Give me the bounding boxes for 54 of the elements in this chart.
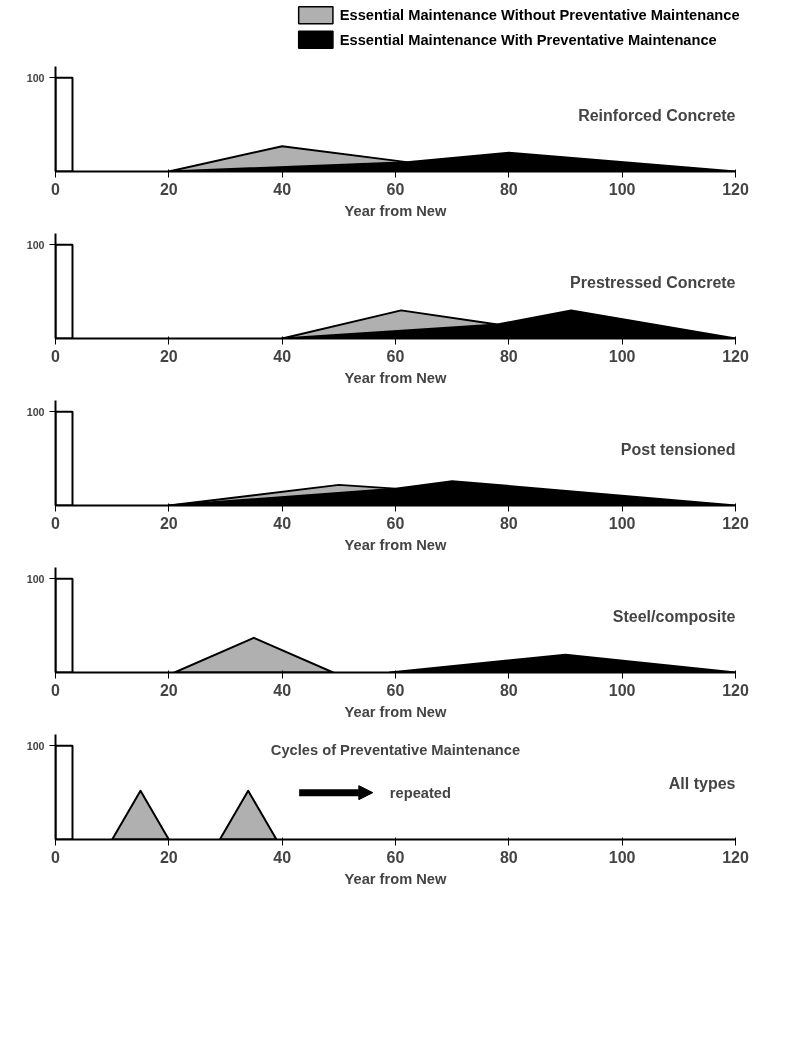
x-tick-label: 80 bbox=[499, 514, 518, 532]
x-tick-label: 80 bbox=[499, 848, 518, 866]
x-tick-label: 40 bbox=[273, 681, 292, 699]
text: 100 bbox=[26, 405, 45, 418]
text: Reinforced Concrete bbox=[578, 106, 736, 124]
x-tick-label: 120 bbox=[722, 180, 749, 198]
x-tick-label: 60 bbox=[386, 347, 405, 365]
x-tick-label: 0 bbox=[51, 514, 61, 532]
x-tick-label: 40 bbox=[273, 347, 292, 365]
x-tick-label: 100 bbox=[608, 180, 636, 198]
x-axis-title: Year from New bbox=[344, 536, 448, 553]
x-tick-label: 100 bbox=[608, 514, 636, 532]
x-tick-label: 40 bbox=[273, 848, 292, 866]
x-tick-label: 60 bbox=[386, 180, 405, 198]
text: 100 bbox=[26, 238, 45, 251]
legend-label: Essential Maintenance Without Preventative Maintenance bbox=[339, 7, 740, 24]
x-axis-title: Year from New bbox=[344, 870, 448, 887]
text: 100 bbox=[26, 71, 45, 84]
x-tick-label: 60 bbox=[386, 514, 405, 532]
x-tick-label: 20 bbox=[159, 180, 178, 198]
x-tick-label: 100 bbox=[608, 848, 636, 866]
x-tick-label: 0 bbox=[51, 347, 61, 365]
x-tick-label: 100 bbox=[608, 347, 636, 365]
x-tick-label: 120 bbox=[722, 514, 749, 532]
x-axis-title: Year from New bbox=[344, 369, 448, 386]
x-tick-label: 120 bbox=[722, 347, 749, 365]
x-tick-label: 20 bbox=[159, 681, 178, 699]
x-tick-label: 60 bbox=[386, 848, 405, 866]
x-tick-label: 80 bbox=[499, 347, 518, 365]
x-tick-label: 20 bbox=[159, 848, 178, 866]
x-axis-title: Year from New bbox=[344, 202, 448, 219]
legend-label: Essential Maintenance With Preventative Maintenance bbox=[339, 31, 717, 48]
text: All types bbox=[668, 774, 736, 792]
annotation: repeated bbox=[389, 784, 451, 801]
x-tick-label: 120 bbox=[722, 848, 749, 866]
text: Steel/composite bbox=[612, 607, 736, 625]
x-tick-label: 0 bbox=[51, 681, 61, 699]
text: 100 bbox=[26, 572, 45, 585]
x-axis-title: Year from New bbox=[344, 703, 448, 720]
x-tick-label: 20 bbox=[159, 514, 178, 532]
x-tick-label: 120 bbox=[722, 681, 749, 699]
x-tick-label: 40 bbox=[273, 514, 292, 532]
x-tick-label: 80 bbox=[499, 681, 518, 699]
text: Post tensioned bbox=[620, 440, 736, 458]
x-tick-label: 80 bbox=[499, 180, 518, 198]
text: Prestressed Concrete bbox=[570, 273, 736, 291]
x-tick-label: 100 bbox=[608, 681, 636, 699]
x-tick-label: 60 bbox=[386, 681, 405, 699]
x-tick-label: 0 bbox=[51, 848, 61, 866]
x-tick-label: 0 bbox=[51, 180, 61, 198]
chart-subtitle: Cycles of Preventative Maintenance bbox=[270, 742, 521, 759]
text: 100 bbox=[26, 739, 45, 752]
x-tick-label: 20 bbox=[159, 347, 178, 365]
x-tick-label: 40 bbox=[273, 180, 292, 198]
